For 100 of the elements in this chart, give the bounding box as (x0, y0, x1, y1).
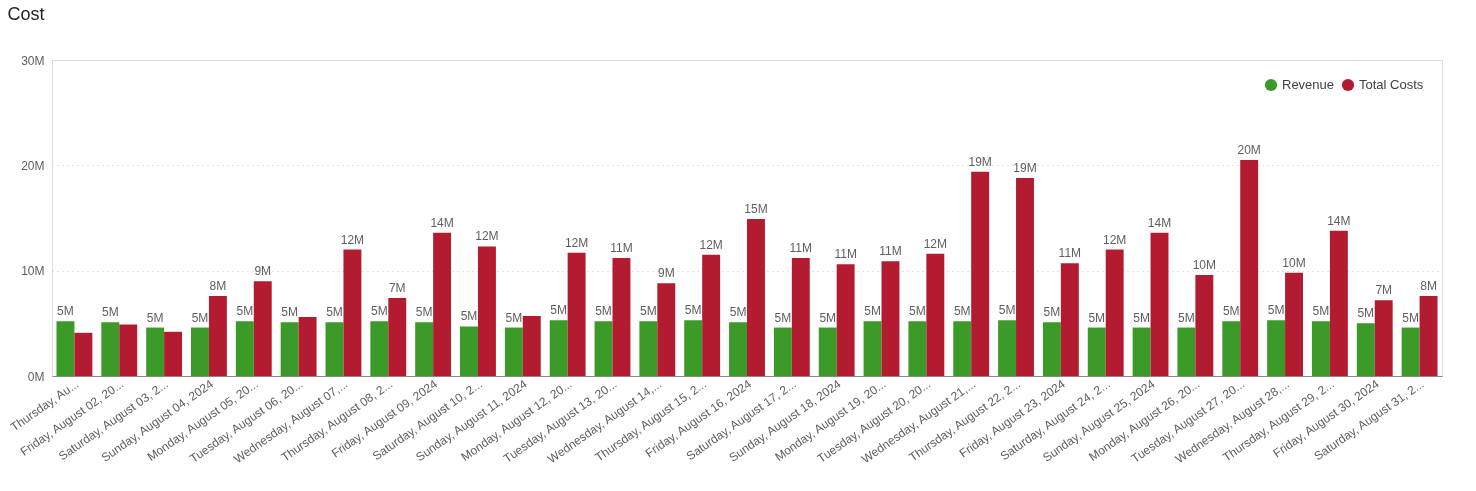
data-label: 5M (1088, 310, 1106, 325)
data-label: 5M (640, 304, 657, 319)
data-label: 12M (340, 232, 365, 247)
bar (433, 232, 452, 376)
bar (684, 320, 703, 376)
data-label: 11M (1058, 246, 1082, 261)
data-label: 5M (998, 303, 1016, 318)
data-label: 5M (281, 305, 298, 320)
data-label: 5M (146, 310, 164, 325)
data-label: 15M (744, 202, 768, 217)
bar (818, 327, 837, 376)
data-label: 8M (209, 278, 227, 293)
data-label: 14M (430, 215, 454, 230)
bar (1356, 323, 1375, 376)
data-label: 11M (834, 247, 857, 262)
data-label: 5M (864, 304, 881, 319)
bar (1419, 295, 1438, 376)
bar (1329, 230, 1348, 376)
bar (926, 253, 945, 376)
bar (253, 281, 272, 376)
data-label: 11M (789, 241, 813, 256)
bar (747, 219, 765, 376)
data-label: 5M (909, 304, 926, 319)
bar (1105, 249, 1124, 376)
data-label: 5M (774, 310, 792, 325)
y-tick-label: 30M (21, 53, 45, 68)
bar (74, 332, 93, 376)
bar (1195, 274, 1214, 376)
data-label: 11M (879, 244, 902, 259)
legend-label: Revenue (1282, 77, 1335, 92)
data-label: 5M (684, 303, 702, 318)
legend-label: Total Costs (1359, 77, 1424, 92)
data-label: 14M (1327, 213, 1351, 228)
bar (208, 295, 227, 376)
bar (1087, 327, 1106, 376)
data-label: 12M (699, 237, 723, 252)
bar (1374, 300, 1393, 376)
data-label: 12M (475, 229, 499, 244)
bar (791, 258, 810, 376)
data-label: 5M (57, 304, 74, 319)
data-label: 5M (595, 304, 612, 319)
data-label: 5M (326, 305, 343, 320)
data-label: 12M (564, 235, 589, 250)
bar (1177, 327, 1196, 376)
data-label: 5M (1178, 310, 1195, 325)
y-tick-label: 20M (21, 158, 45, 173)
y-tick-label: 10M (21, 264, 45, 279)
bar (415, 322, 434, 376)
bar (1060, 263, 1079, 376)
bar (881, 261, 900, 376)
bar (702, 254, 721, 376)
data-label: 5M (415, 305, 433, 320)
data-label: 5M (505, 310, 523, 325)
bar (1285, 272, 1303, 376)
data-label: 5M (370, 304, 388, 319)
bar (164, 331, 183, 376)
data-label: 10M (1282, 255, 1306, 270)
data-label: 5M (729, 305, 747, 320)
bar (1401, 327, 1420, 376)
bar (594, 321, 613, 376)
bar (343, 249, 362, 376)
bar (1267, 320, 1286, 376)
bar (1132, 327, 1151, 376)
bar (522, 315, 541, 376)
data-label: 5M (191, 310, 209, 325)
data-label: 5M (550, 303, 568, 318)
bar (971, 171, 990, 376)
data-label: 9M (254, 264, 272, 279)
data-label: 7M (1375, 283, 1393, 298)
bar (1150, 232, 1169, 376)
bar (280, 322, 299, 376)
data-label: 5M (1043, 305, 1061, 320)
data-label: 5M (101, 305, 119, 320)
data-label: 11M (610, 241, 633, 256)
bar (1016, 177, 1034, 376)
bar (1042, 322, 1061, 376)
bar (908, 321, 927, 376)
bar (836, 264, 855, 376)
data-label: 8M (1420, 278, 1437, 293)
data-label: 5M (953, 304, 971, 319)
bar (1240, 160, 1259, 376)
data-label: 20M (1237, 143, 1261, 158)
data-label: 12M (923, 236, 947, 251)
bar (729, 322, 747, 376)
bar (863, 321, 882, 376)
bar (119, 324, 138, 376)
data-label: 12M (1103, 232, 1127, 247)
bar (370, 321, 389, 376)
bar (1222, 321, 1241, 376)
bar (612, 258, 631, 376)
data-label: 9M (657, 266, 675, 281)
data-label: 14M (1147, 215, 1172, 230)
data-label: 10M (1192, 257, 1217, 272)
data-label: 5M (1357, 306, 1375, 321)
data-label: 19M (1013, 160, 1037, 175)
data-label: 5M (1222, 304, 1240, 319)
bar (325, 322, 344, 376)
bar (388, 298, 407, 376)
bar (477, 246, 496, 376)
bar (953, 321, 972, 376)
